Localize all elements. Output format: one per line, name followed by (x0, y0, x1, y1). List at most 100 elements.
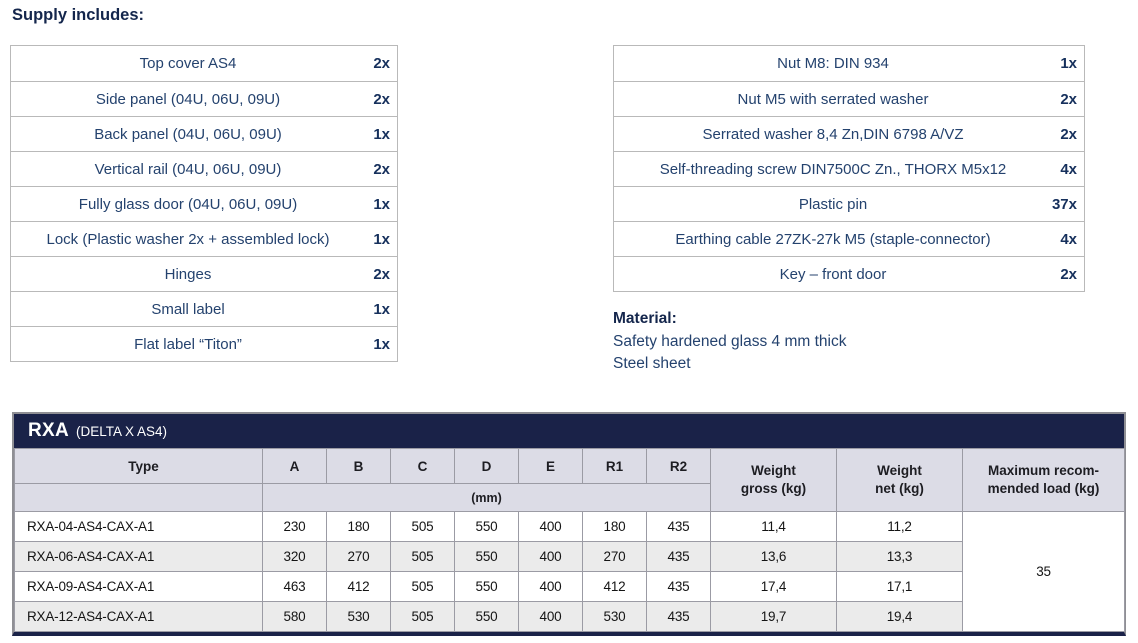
col-header-b: B (326, 448, 391, 484)
col-header-type: Type (14, 448, 263, 484)
supply-row: Small label 1x (11, 291, 397, 326)
dim-r1: 180 (582, 511, 647, 542)
weight-net: 11,2 (836, 511, 963, 542)
weight-net: 17,1 (836, 571, 963, 602)
supply-item-qty: 1x (373, 195, 390, 213)
col-header-c: C (390, 448, 455, 484)
rxa-title: RXA (28, 420, 70, 441)
material-section: Material: Safety hardened glass 4 mm thi… (613, 310, 846, 376)
supply-row: Plastic pin 37x (614, 186, 1084, 221)
supply-item-label: Lock (Plastic washer 2x + assembled lock… (46, 230, 330, 248)
col-header-d: D (454, 448, 519, 484)
dim-r2: 435 (646, 541, 711, 572)
supply-row: Vertical rail (04U, 06U, 09U) 2x (11, 151, 397, 186)
supply-table-left: Top cover AS4 2x Side panel (04U, 06U, 0… (10, 45, 398, 362)
rxa-title-bar: RXA (DELTA X AS4) (14, 414, 1124, 448)
dim-a: 463 (262, 571, 327, 602)
supply-item-qty: 2x (373, 90, 390, 108)
dim-b: 270 (326, 541, 391, 572)
supply-row: Top cover AS4 2x (11, 46, 397, 81)
dim-e: 400 (518, 541, 583, 572)
supply-item-label: Small label (151, 300, 225, 318)
supply-row: Lock (Plastic washer 2x + assembled lock… (11, 221, 397, 256)
supply-item-qty: 2x (1060, 265, 1077, 283)
col-header-weight-gross: Weight gross (kg) (710, 448, 837, 512)
supply-item-label: Nut M5 with serrated washer (737, 90, 929, 108)
type-cell: RXA-12-AS4-CAX-A1 (14, 601, 263, 632)
supply-item-qty: 1x (373, 300, 390, 318)
weight-gross: 19,7 (710, 601, 837, 632)
supply-item-label: Top cover AS4 (139, 55, 237, 72)
col-header-r2: R2 (646, 448, 711, 484)
dim-c: 505 (390, 541, 455, 572)
dim-e: 400 (518, 571, 583, 602)
supply-row: Self-threading screw DIN7500C Zn., THORX… (614, 151, 1084, 186)
dim-d: 550 (454, 571, 519, 602)
dim-r1: 270 (582, 541, 647, 572)
rxa-spec-table: RXA (DELTA X AS4) Type A B C D E R1 R2 W… (12, 412, 1126, 636)
type-cell: RXA-04-AS4-CAX-A1 (14, 511, 263, 542)
col-header-weight-net: Weight net (kg) (836, 448, 963, 512)
type-cell: RXA-09-AS4-CAX-A1 (14, 571, 263, 602)
supply-table-right: Nut M8: DIN 934 1x Nut M5 with serrated … (613, 45, 1085, 292)
supply-row: Earthing cable 27ZK-27k M5 (staple-conne… (614, 221, 1084, 256)
supply-item-label: Earthing cable 27ZK-27k M5 (staple-conne… (675, 230, 991, 248)
supply-item-label: Serrated washer 8,4 Zn,DIN 6798 A/VZ (702, 125, 964, 143)
supply-row: Serrated washer 8,4 Zn,DIN 6798 A/VZ 2x (614, 116, 1084, 151)
weight-gross: 11,4 (710, 511, 837, 542)
supply-row: Flat label “Titon” 1x (11, 326, 397, 361)
dim-e: 400 (518, 601, 583, 632)
supply-item-label: Vertical rail (04U, 06U, 09U) (94, 160, 282, 178)
supply-item-qty: 4x (1060, 160, 1077, 178)
supply-row: Back panel (04U, 06U, 09U) 1x (11, 116, 397, 151)
supply-item-label: Plastic pin (798, 195, 868, 213)
dim-b: 180 (326, 511, 391, 542)
material-line: Steel sheet (613, 355, 691, 373)
weight-gross: 17,4 (710, 571, 837, 602)
material-heading: Material: (613, 310, 677, 327)
supply-item-qty: 1x (373, 230, 390, 248)
supply-row: Fully glass door (04U, 06U, 09U) 1x (11, 186, 397, 221)
col-header-e: E (518, 448, 583, 484)
supply-item-label: Flat label “Titon” (134, 335, 242, 353)
dim-c: 505 (390, 511, 455, 542)
page-title: Supply includes: (12, 6, 145, 24)
dim-d: 550 (454, 511, 519, 542)
supply-item-qty: 2x (373, 160, 390, 178)
rxa-subtitle: (DELTA X AS4) (76, 424, 168, 439)
dim-b: 412 (326, 571, 391, 602)
col-header-max-load: Maximum recom-mended load (kg) (962, 448, 1125, 512)
max-load-value: 35 (962, 511, 1125, 632)
supply-item-qty: 1x (373, 125, 390, 143)
dim-d: 550 (454, 601, 519, 632)
supply-row: Nut M8: DIN 934 1x (614, 46, 1084, 81)
supply-item-qty: 37x (1051, 195, 1077, 213)
weight-gross: 13,6 (710, 541, 837, 572)
col-header-r1: R1 (582, 448, 647, 484)
dim-r2: 435 (646, 601, 711, 632)
dim-a: 320 (262, 541, 327, 572)
supply-item-qty: 4x (1060, 230, 1077, 248)
weight-net: 13,3 (836, 541, 963, 572)
dim-e: 400 (518, 511, 583, 542)
dim-d: 550 (454, 541, 519, 572)
dim-r1: 530 (582, 601, 647, 632)
material-line: Safety hardened glass 4 mm thick (613, 333, 847, 350)
dim-r1: 412 (582, 571, 647, 602)
supply-row: Hinges 2x (11, 256, 397, 291)
supply-item-qty: 1x (373, 335, 390, 353)
unit-label: (mm) (262, 483, 711, 512)
dim-r2: 435 (646, 511, 711, 542)
supply-item-label: Back panel (04U, 06U, 09U) (94, 125, 282, 143)
supply-item-qty: 2x (1060, 125, 1077, 143)
dim-r2: 435 (646, 571, 711, 602)
supply-row: Side panel (04U, 06U, 09U) 2x (11, 81, 397, 116)
supply-row: Key – front door 2x (614, 256, 1084, 291)
dim-c: 505 (390, 601, 455, 632)
empty-type-subcell (14, 483, 263, 512)
dim-a: 230 (262, 511, 327, 542)
dim-c: 505 (390, 571, 455, 602)
supply-item-qty: 2x (373, 55, 390, 72)
weight-net: 19,4 (836, 601, 963, 632)
supply-row: Nut M5 with serrated washer 2x (614, 81, 1084, 116)
